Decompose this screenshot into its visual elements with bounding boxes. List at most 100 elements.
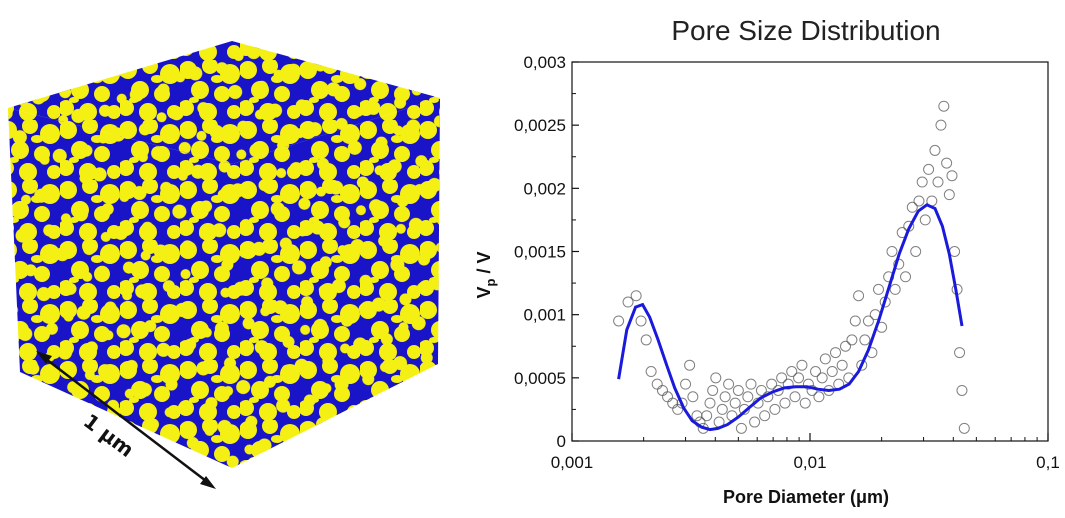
scatter-point	[667, 397, 679, 409]
cube-top-face	[8, 41, 440, 164]
chart-area: Pore Size Distribution 0 0,0005 0,001 0,001…	[460, 0, 1065, 513]
pore-size-chart: Pore Size Distribution 00,00050,0010,001…	[474, 15, 1060, 507]
scatter-point	[776, 372, 788, 384]
scatter-point	[938, 100, 950, 112]
x-tick-label: 0,001	[551, 453, 594, 472]
cube-figure: 1 µm	[0, 0, 460, 513]
scatter-point	[810, 366, 822, 378]
scatter-point	[729, 397, 741, 409]
scatter-point	[701, 410, 713, 422]
scatter-point	[723, 378, 735, 390]
chart-title: Pore Size Distribution	[671, 15, 940, 46]
scatter-point	[819, 353, 831, 365]
scatter-point	[900, 271, 912, 283]
x-axis-label: Pore Diameter (μm)	[723, 487, 889, 507]
scatter-point	[830, 347, 842, 359]
scatter-point	[789, 391, 801, 403]
scatter-point	[796, 359, 808, 371]
scatter-point	[622, 296, 634, 308]
scatter-point	[856, 359, 868, 371]
scale-arrow	[36, 351, 216, 489]
scatter-point	[943, 189, 955, 201]
x-tick-label: 0,1	[1036, 453, 1060, 472]
scatter-series	[613, 100, 970, 434]
y-axis-label-sub: p	[483, 278, 498, 286]
scatter-point	[956, 384, 968, 396]
scatter-point	[786, 366, 798, 378]
scatter-point	[862, 315, 874, 327]
scatter-point	[836, 359, 848, 371]
scatter-point	[755, 384, 767, 396]
cube-left-face	[8, 108, 232, 468]
scatter-point	[769, 403, 781, 415]
scatter-point	[742, 391, 754, 403]
scatter-point	[704, 397, 716, 409]
scatter-point	[813, 391, 825, 403]
scatter-point	[849, 315, 861, 327]
fit-curve	[617, 203, 964, 432]
y-tick-label: 0,0015	[514, 243, 566, 262]
scatter-point	[680, 378, 692, 390]
scatter-point	[782, 378, 794, 390]
scatter-point	[766, 378, 778, 390]
scatter-point	[691, 410, 703, 422]
y-tick-label: 0,0025	[514, 116, 566, 135]
y-tick-label: 0	[557, 432, 566, 451]
y-tick-label: 0,003	[523, 53, 566, 72]
x-tick-label: 0,01	[793, 453, 826, 472]
scatter-point	[745, 378, 757, 390]
scatter-point	[886, 246, 898, 257]
scatter-point	[651, 378, 663, 390]
scatter-point	[910, 246, 922, 257]
scatter-point	[826, 366, 838, 378]
scatter-point	[684, 359, 696, 371]
scatter-point	[929, 144, 941, 156]
scatter-point	[662, 391, 674, 403]
scatter-point	[759, 410, 771, 422]
scatter-point	[816, 372, 828, 384]
scatter-point	[793, 372, 805, 384]
plot-frame	[571, 61, 1049, 442]
scatter-point	[923, 163, 935, 175]
scatter-point	[913, 195, 925, 207]
scatter-point	[954, 347, 966, 359]
scatter-point	[889, 283, 901, 295]
scatter-point	[935, 119, 947, 131]
scatter-point	[749, 416, 761, 428]
scatter-point	[916, 176, 928, 188]
scatter-point	[872, 283, 884, 295]
scatter-point	[640, 334, 652, 346]
scatter-point	[735, 422, 747, 434]
y-axis-label-main: V	[474, 286, 494, 298]
y-axis-label: Vp / V	[474, 252, 498, 299]
scatter-point	[853, 290, 865, 302]
y-tick-label: 0,0005	[514, 369, 566, 388]
scatter-point	[613, 315, 625, 327]
scatter-point	[919, 214, 931, 226]
y-axis-label-rest: / V	[474, 252, 494, 279]
scatter-point	[710, 372, 722, 384]
scatter-point	[687, 391, 699, 403]
y-axis-ticks: 0 0,0005 0,001 0,0015 0,002 0,0025 0,003	[514, 53, 579, 451]
cube-render: 1 µm	[8, 41, 440, 489]
scatter-point	[932, 176, 944, 188]
scatter-point	[635, 315, 647, 327]
scatter-point	[719, 391, 731, 403]
scatter-point	[732, 384, 744, 396]
scatter-point	[941, 157, 953, 169]
scatter-point	[946, 170, 958, 182]
x-axis-ticks: 0,001 0,01 0,1	[551, 433, 1060, 472]
cube-right-face	[232, 98, 440, 468]
scatter-point	[707, 384, 719, 396]
scatter-point	[645, 366, 657, 378]
scatter-point	[949, 246, 961, 257]
scatter-point	[799, 397, 811, 409]
scatter-point	[676, 397, 688, 409]
y-tick-label: 0,001	[523, 306, 566, 325]
y-tick-label: 0,002	[523, 179, 566, 198]
scatter-point	[846, 334, 858, 346]
scatter-point	[958, 422, 970, 434]
scatter-point	[906, 201, 918, 213]
scatter-point	[859, 334, 871, 346]
scatter-point	[802, 378, 814, 390]
